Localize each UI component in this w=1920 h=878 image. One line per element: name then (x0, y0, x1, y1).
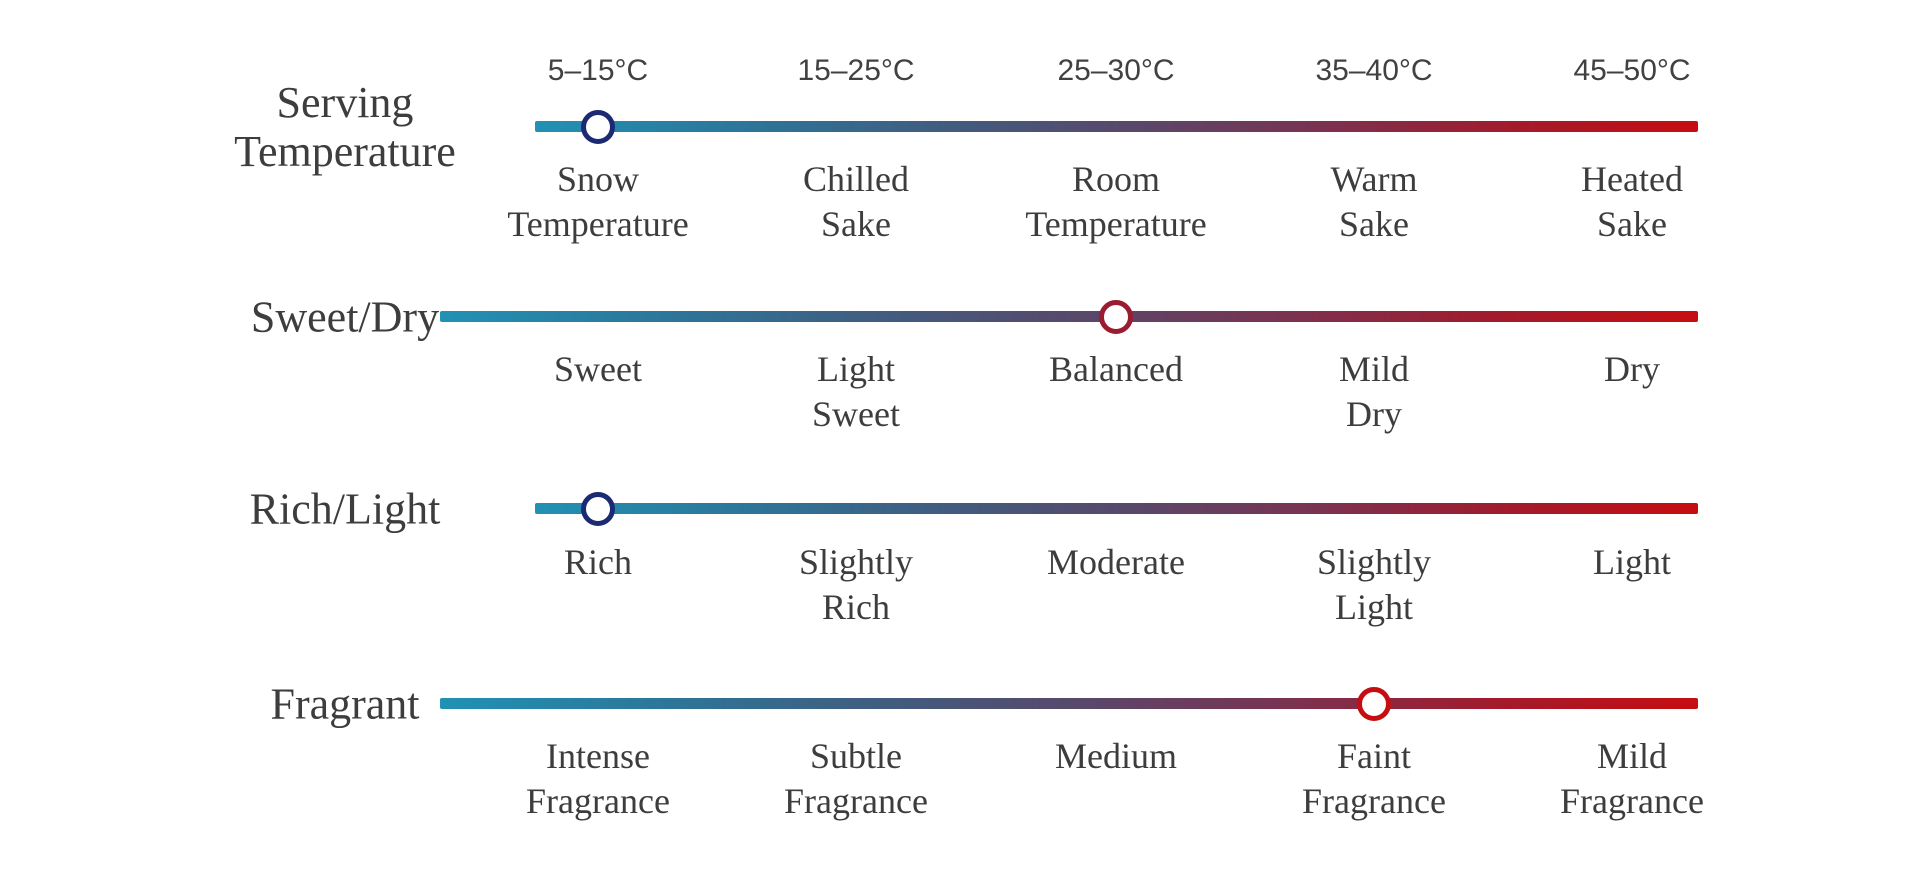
row-label-serving-temperature: Serving Temperature (234, 78, 456, 176)
temp-tick-2: 15–25°C (797, 54, 915, 87)
temp-tick-1: 5–15°C (547, 54, 649, 87)
cat-dry: Dry (1604, 349, 1660, 389)
cat-light-sweet: Light Sweet (812, 349, 900, 434)
cat-balanced: Balanced (1049, 349, 1183, 389)
marker-sweet-dry (1099, 300, 1133, 334)
temp-tick-3: 25–30°C (1057, 54, 1175, 87)
cat-snow-temperature: Snow Temperature (507, 159, 689, 244)
gradient-scale-sweet-dry (440, 311, 1698, 322)
row-label-rich-light: Rich/Light (249, 484, 441, 534)
cat-slightly-light: Slightly Light (1316, 542, 1432, 627)
cat-warm-sake: Warm Sake (1330, 159, 1418, 244)
cat-room-temperature: Room Temperature (1025, 159, 1207, 244)
row-label-sweet-dry: Sweet/Dry (250, 292, 440, 342)
cat-light: Light (1593, 542, 1671, 582)
cat-mild-dry: Mild Dry (1338, 349, 1410, 434)
gradient-scale-rich-light (535, 503, 1698, 514)
cat-heated-sake: Heated Sake (1581, 159, 1683, 244)
marker-rich-light (581, 492, 615, 526)
temp-tick-5: 45–50°C (1573, 54, 1691, 87)
cat-moderate: Moderate (1047, 542, 1185, 582)
cat-intense-fragrance: Intense Fragrance (526, 736, 670, 821)
cat-chilled-sake: Chilled Sake (803, 159, 909, 244)
gradient-scale-fragrant (440, 698, 1698, 709)
cat-subtle-fragrance: Subtle Fragrance (784, 736, 928, 821)
cat-slightly-rich: Slightly Rich (798, 542, 914, 627)
cat-faint-fragrance: Faint Fragrance (1302, 736, 1446, 821)
row-label-fragrant: Fragrant (270, 679, 420, 729)
gradient-scale-serving-temperature (535, 121, 1698, 132)
cat-sweet: Sweet (554, 349, 642, 389)
marker-fragrant (1357, 687, 1391, 721)
cat-medium: Medium (1055, 736, 1177, 776)
marker-serving-temperature (581, 110, 615, 144)
temp-tick-4: 35–40°C (1315, 54, 1433, 87)
cat-rich: Rich (564, 542, 632, 582)
cat-mild-fragrance: Mild Fragrance (1560, 736, 1704, 821)
